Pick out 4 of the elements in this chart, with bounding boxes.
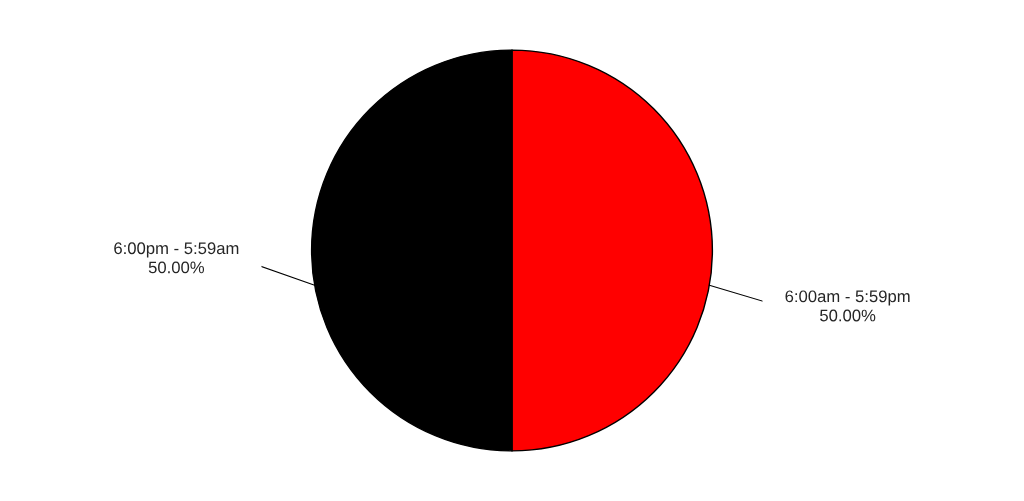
slice-label: 6:00am - 5:59pm — [785, 290, 910, 306]
data-label: 50.00% — [820, 309, 876, 322]
data-label: 50.00% — [148, 261, 205, 274]
slice-label: 6:00pm - 5:59am — [114, 242, 239, 258]
